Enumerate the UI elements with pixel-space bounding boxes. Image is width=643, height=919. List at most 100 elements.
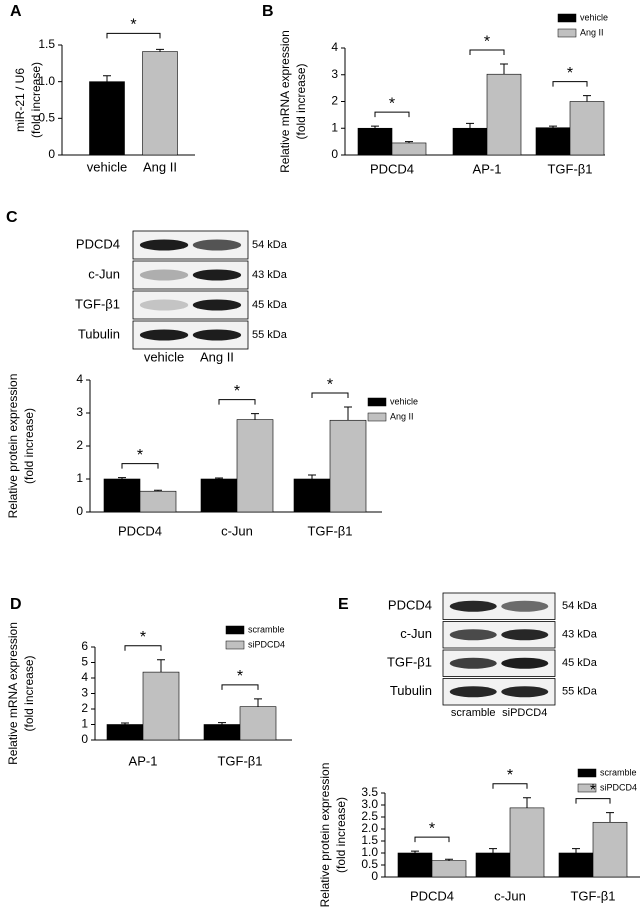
legend-swatch — [225, 640, 245, 650]
blot-lane-label: scramble — [451, 707, 496, 719]
blot-band — [449, 657, 497, 669]
error-bar — [606, 812, 614, 823]
error-bar — [215, 477, 223, 479]
error-bar — [103, 75, 111, 82]
y-tick-label: 0.5 — [361, 857, 378, 871]
blot-row-label: TGF-β1 — [75, 296, 120, 311]
bar — [452, 127, 488, 156]
bar — [509, 807, 545, 878]
y-tick-label: 4 — [331, 40, 338, 54]
y-axis-label: Relative mRNA expression — [278, 30, 292, 173]
y-tick-label: 2 — [76, 438, 83, 452]
significance-bracket — [414, 836, 450, 843]
y-tick-label: 2.5 — [361, 809, 378, 823]
blot-row-label: c-Jun — [88, 266, 120, 281]
error-bar — [254, 698, 262, 707]
y-axis-label: miR-21 / U6 — [13, 68, 27, 132]
blot-size-label: 43 kDa — [252, 269, 288, 281]
significance-bracket — [469, 49, 505, 56]
blot-size-label: 55 kDa — [562, 686, 598, 698]
error-bar — [157, 659, 165, 673]
bar — [475, 852, 511, 878]
error-bar — [500, 63, 508, 75]
blot-band — [501, 686, 549, 698]
x-tick-label: vehicle — [87, 159, 127, 174]
legend-label: siPDCD4 — [600, 782, 637, 792]
legend-label: Ang II — [580, 27, 604, 37]
x-tick-label: PDCD4 — [118, 523, 162, 538]
legend-swatch — [367, 412, 387, 422]
significance-bracket — [311, 392, 349, 399]
error-bar — [308, 474, 316, 479]
x-tick-label: PDCD4 — [370, 161, 414, 176]
y-tick-label: 2 — [331, 94, 338, 108]
significance-label: * — [237, 668, 243, 685]
blot-band — [501, 657, 549, 669]
blot-band — [449, 629, 497, 641]
error-bar — [344, 406, 352, 421]
significance-bracket — [552, 81, 588, 87]
blot-size-label: 54 kDa — [562, 600, 598, 612]
y-tick-label: 4 — [76, 372, 83, 386]
y-tick-label: 1 — [331, 120, 338, 134]
y-tick-label: 2 — [81, 701, 88, 715]
significance-label: * — [484, 33, 490, 50]
blot-lane-label: vehicle — [144, 349, 184, 364]
bar — [200, 478, 238, 513]
y-tick-label: 5 — [81, 655, 88, 669]
y-tick-label: 1.5 — [361, 833, 378, 847]
legend-label: vehicle — [580, 12, 608, 22]
y-axis-label: Relative mRNA expression — [6, 622, 20, 765]
significance-bracket — [374, 111, 410, 118]
y-tick-label: 0 — [331, 147, 338, 161]
blot-row-label: PDCD4 — [76, 236, 120, 251]
y-tick-label: 1 — [76, 471, 83, 485]
significance-label: * — [327, 376, 333, 393]
x-tick-label: Ang II — [143, 159, 177, 174]
error-bar — [411, 850, 419, 853]
error-bar — [445, 858, 453, 861]
bar — [431, 860, 467, 878]
bar — [142, 671, 180, 741]
bar — [139, 490, 177, 513]
y-axis-label: (fold increase) — [22, 408, 36, 484]
blot-lane-label: Ang II — [200, 349, 234, 364]
significance-label: * — [130, 17, 136, 34]
significance-bracket — [106, 32, 161, 39]
bar — [142, 51, 178, 156]
y-tick-label: 0 — [371, 869, 378, 883]
bar — [89, 81, 125, 156]
legend-swatch — [577, 768, 597, 778]
x-tick-label: PDCD4 — [410, 888, 454, 903]
x-tick-label: TGF-β1 — [547, 161, 592, 176]
bar — [397, 852, 433, 878]
legend-swatch — [367, 397, 387, 407]
bar — [103, 478, 141, 513]
y-tick-label: 1.5 — [38, 37, 55, 51]
blot-row-label: PDCD4 — [388, 598, 432, 613]
y-tick-label: 6 — [81, 639, 88, 653]
blot-band — [449, 600, 497, 612]
error-bar — [154, 489, 162, 492]
x-tick-label: c-Jun — [221, 523, 253, 538]
x-tick-label: c-Jun — [494, 888, 526, 903]
y-axis-label: (fold increase) — [22, 655, 36, 731]
blot-band — [139, 329, 189, 341]
y-tick-label: 3 — [331, 67, 338, 81]
error-bar — [583, 95, 591, 102]
blot-row-label: c-Jun — [400, 626, 432, 641]
blot-row-label: TGF-β1 — [387, 655, 432, 670]
y-tick-label: 1.0 — [38, 74, 55, 88]
x-tick-label: AP-1 — [473, 161, 502, 176]
bar — [329, 419, 367, 513]
error-bar — [156, 48, 164, 52]
bar — [203, 724, 241, 741]
x-tick-label: TGF-β1 — [570, 888, 615, 903]
significance-label: * — [137, 447, 143, 464]
y-tick-label: 0 — [81, 732, 88, 746]
blot-size-label: 54 kDa — [252, 239, 288, 251]
panel-label: C — [6, 209, 18, 226]
x-tick-label: TGF-β1 — [217, 753, 262, 768]
y-axis-label: (fold increase) — [294, 63, 308, 139]
